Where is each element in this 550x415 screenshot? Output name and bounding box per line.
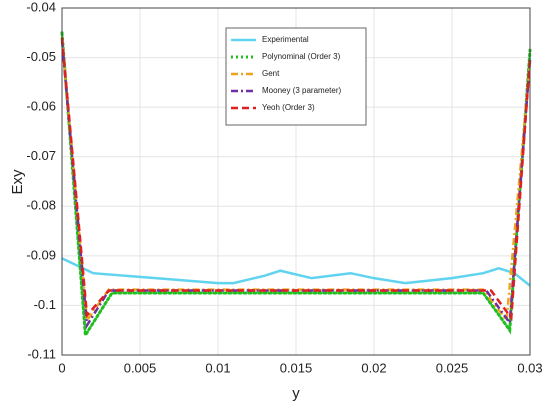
x-tick-label: 0.015 xyxy=(280,360,313,375)
y-axis-label: Exy xyxy=(9,169,26,195)
y-tick-label: -0.04 xyxy=(26,0,56,14)
x-tick-label: 0.02 xyxy=(361,360,386,375)
axis-frame xyxy=(61,7,531,356)
legend-label: Experimental xyxy=(262,35,309,44)
legend-label: Gent xyxy=(262,69,280,78)
y-tick-label: -0.09 xyxy=(26,247,56,262)
y-tick-label: -0.06 xyxy=(26,99,56,114)
y-tick-label: -0.05 xyxy=(26,49,56,64)
x-tick-label: 0.025 xyxy=(436,360,469,375)
legend-label: Mooney (3 parameter) xyxy=(262,86,341,95)
x-tick-label: 0.005 xyxy=(124,360,157,375)
y-tick-label: -0.08 xyxy=(26,198,56,213)
x-tick-label: 0.01 xyxy=(205,360,230,375)
series-line xyxy=(61,257,531,287)
y-tick-label: -0.11 xyxy=(27,346,56,361)
x-axis-label: y xyxy=(292,385,300,402)
legend-label: Polynominal (Order 3) xyxy=(262,52,341,61)
x-tick-label: 0 xyxy=(58,360,65,375)
series-line xyxy=(60,37,532,322)
y-tick-label: -0.07 xyxy=(26,148,56,163)
x-tick-label: 0.03 xyxy=(517,360,542,375)
legend-label: Yeoh (Order 3) xyxy=(262,103,315,112)
y-tick-label: -0.1 xyxy=(34,297,56,312)
legend-box xyxy=(225,27,367,126)
